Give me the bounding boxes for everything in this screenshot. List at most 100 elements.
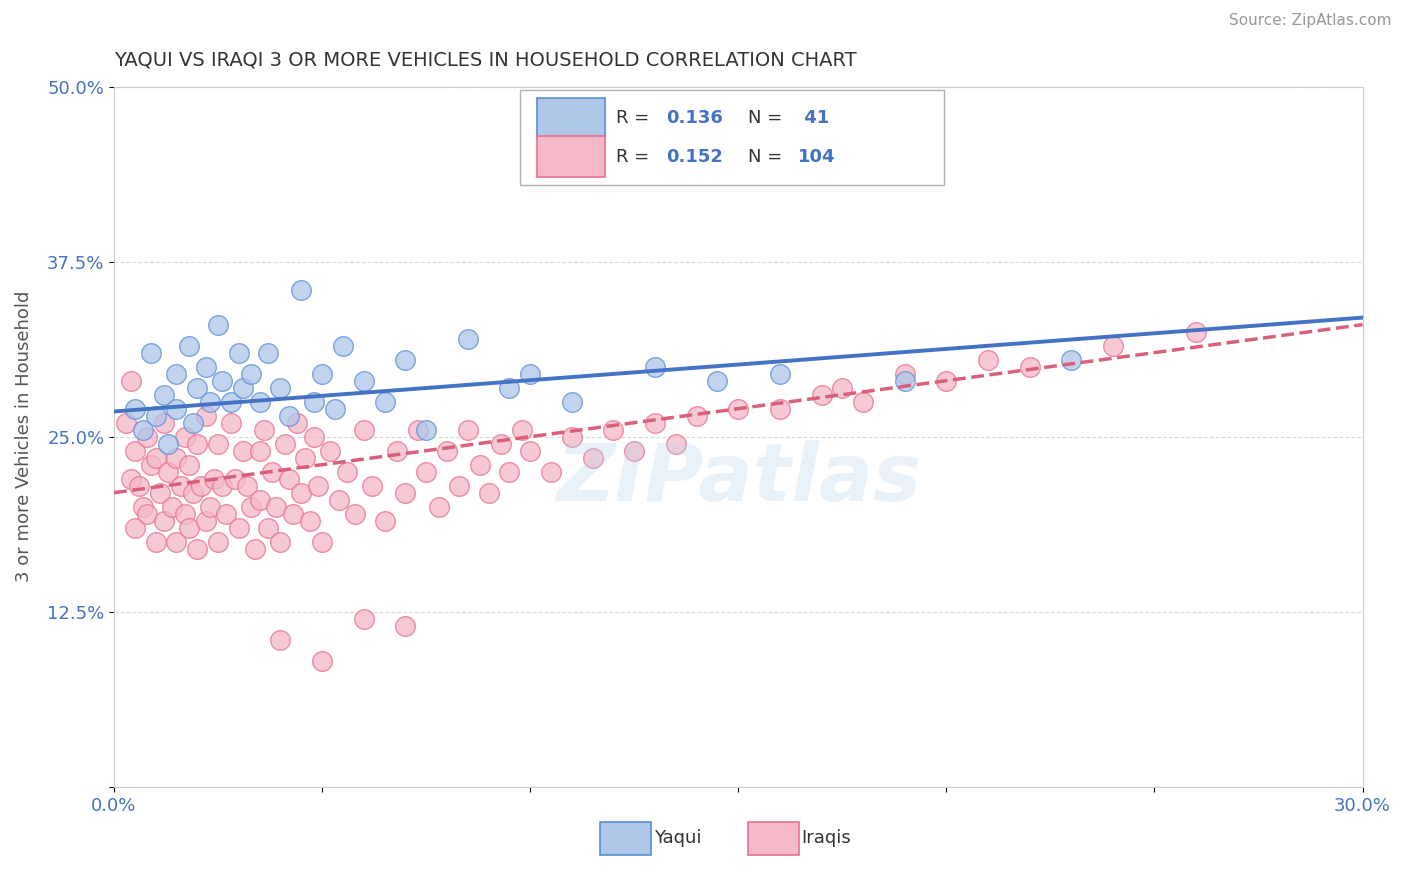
Point — [769, 367, 792, 381]
Point — [269, 381, 291, 395]
Point — [224, 472, 246, 486]
Point — [207, 318, 229, 332]
Point — [852, 394, 875, 409]
Point — [136, 507, 159, 521]
Point — [519, 367, 541, 381]
Point — [353, 423, 375, 437]
Point — [266, 500, 288, 514]
Point — [215, 507, 238, 521]
Point — [228, 521, 250, 535]
Point — [249, 394, 271, 409]
Text: N =: N = — [748, 147, 789, 166]
Point — [141, 458, 163, 472]
Point — [165, 534, 187, 549]
Point — [644, 416, 666, 430]
Point — [190, 479, 212, 493]
Point — [181, 416, 204, 430]
Point — [120, 374, 142, 388]
Point — [169, 479, 191, 493]
Point — [249, 492, 271, 507]
Point — [162, 500, 184, 514]
Point — [198, 394, 221, 409]
Point — [436, 443, 458, 458]
Point — [336, 465, 359, 479]
Text: 0.136: 0.136 — [666, 109, 723, 127]
Point — [165, 401, 187, 416]
Point — [302, 430, 325, 444]
Point — [294, 450, 316, 465]
Point — [810, 387, 832, 401]
Point — [470, 458, 492, 472]
Point — [281, 507, 304, 521]
Point — [181, 485, 204, 500]
FancyBboxPatch shape — [537, 136, 605, 177]
Point — [415, 465, 437, 479]
Point — [361, 479, 384, 493]
Text: R =: R = — [616, 147, 655, 166]
Point — [727, 401, 749, 416]
Point — [561, 394, 583, 409]
Point — [132, 500, 155, 514]
Point — [194, 409, 217, 423]
Point — [311, 654, 333, 668]
Point — [141, 345, 163, 359]
Text: 104: 104 — [799, 147, 835, 166]
Point — [406, 423, 429, 437]
Point — [120, 472, 142, 486]
Point — [373, 394, 395, 409]
Point — [240, 500, 263, 514]
Point — [706, 374, 728, 388]
Point — [145, 450, 167, 465]
Point — [457, 332, 479, 346]
Point — [769, 401, 792, 416]
Point — [307, 479, 329, 493]
Point — [285, 416, 308, 430]
Point — [157, 436, 180, 450]
Point — [394, 485, 416, 500]
Point — [245, 541, 267, 556]
Point — [302, 394, 325, 409]
Point — [1101, 338, 1123, 352]
Point — [173, 430, 195, 444]
Point — [290, 485, 312, 500]
Point — [623, 443, 645, 458]
Point — [128, 479, 150, 493]
Point — [257, 345, 280, 359]
Point — [323, 401, 346, 416]
Point — [207, 436, 229, 450]
Point — [124, 443, 146, 458]
Point — [202, 472, 225, 486]
Y-axis label: 3 or more Vehicles in Household: 3 or more Vehicles in Household — [15, 291, 32, 582]
Point — [685, 409, 707, 423]
Point — [498, 465, 520, 479]
Point — [277, 472, 299, 486]
Point — [132, 423, 155, 437]
Point — [211, 479, 233, 493]
Point — [153, 416, 176, 430]
Point — [353, 374, 375, 388]
Point — [277, 409, 299, 423]
Point — [136, 430, 159, 444]
Point — [236, 479, 259, 493]
Point — [1018, 359, 1040, 374]
FancyBboxPatch shape — [537, 98, 605, 138]
Point — [228, 345, 250, 359]
Point — [498, 381, 520, 395]
Point — [290, 283, 312, 297]
Point — [394, 619, 416, 633]
Point — [124, 521, 146, 535]
Point — [415, 423, 437, 437]
Point — [298, 514, 321, 528]
Point — [510, 423, 533, 437]
Text: 41: 41 — [799, 109, 830, 127]
Point — [602, 423, 624, 437]
Point — [540, 465, 562, 479]
Point — [219, 394, 242, 409]
Point — [332, 338, 354, 352]
Point — [186, 381, 208, 395]
Point — [165, 367, 187, 381]
Point — [831, 381, 853, 395]
Text: Iraqis: Iraqis — [801, 830, 851, 847]
Point — [194, 359, 217, 374]
Point — [198, 500, 221, 514]
